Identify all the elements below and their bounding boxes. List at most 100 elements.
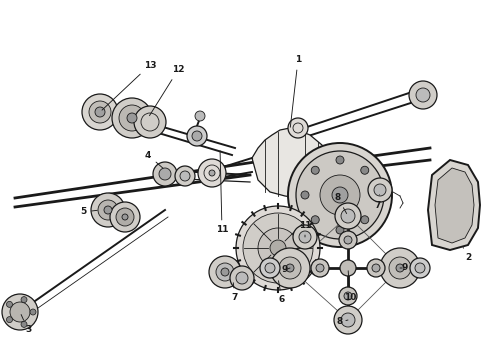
Circle shape [279,257,301,279]
Circle shape [195,111,205,121]
Text: 13: 13 [102,60,156,110]
Circle shape [260,258,280,278]
Circle shape [192,131,202,141]
Circle shape [389,257,411,279]
Text: 4: 4 [145,150,163,168]
Circle shape [396,264,404,272]
Circle shape [368,178,392,202]
Text: 7: 7 [232,283,238,302]
Circle shape [367,259,385,277]
Text: 11: 11 [299,220,311,237]
Circle shape [286,264,294,272]
Circle shape [270,240,286,256]
Circle shape [6,317,12,323]
Circle shape [371,191,379,199]
Circle shape [334,306,362,334]
Circle shape [89,101,111,123]
Circle shape [21,321,27,327]
Circle shape [116,208,134,226]
Circle shape [258,228,298,268]
Circle shape [410,258,430,278]
Circle shape [288,143,392,247]
Circle shape [344,292,352,300]
Circle shape [122,214,128,220]
Circle shape [380,248,420,288]
Circle shape [95,107,105,117]
Text: 1: 1 [290,55,301,127]
Circle shape [216,263,234,281]
Circle shape [180,171,190,181]
Circle shape [332,187,348,203]
Circle shape [316,264,324,272]
Circle shape [311,216,319,224]
Circle shape [336,226,344,234]
Circle shape [82,94,118,130]
Text: 2: 2 [463,248,471,262]
Circle shape [243,213,313,283]
Circle shape [230,266,254,290]
Text: 9: 9 [400,264,408,273]
Polygon shape [252,128,330,198]
Circle shape [265,263,275,273]
Circle shape [301,191,309,199]
Text: 8: 8 [335,194,346,213]
Circle shape [416,88,430,102]
Circle shape [221,268,229,276]
Circle shape [339,287,357,305]
Circle shape [320,175,360,215]
Circle shape [361,216,369,224]
Circle shape [98,200,118,220]
Circle shape [341,209,355,223]
Text: 12: 12 [149,66,184,116]
Circle shape [10,302,30,322]
Circle shape [127,113,137,123]
Circle shape [311,166,319,174]
Circle shape [21,297,27,303]
Circle shape [236,206,320,290]
Circle shape [335,203,361,229]
Text: 3: 3 [21,315,31,334]
Circle shape [361,166,369,174]
Circle shape [119,105,145,131]
Circle shape [187,126,207,146]
Circle shape [209,170,215,176]
Text: 11: 11 [216,151,228,234]
Circle shape [299,231,311,243]
Polygon shape [428,160,480,250]
Circle shape [409,81,437,109]
Circle shape [344,236,352,244]
Circle shape [236,272,248,284]
Circle shape [341,313,355,327]
Circle shape [104,206,112,214]
Circle shape [340,260,356,276]
Circle shape [415,263,425,273]
Circle shape [112,98,152,138]
Text: 7: 7 [375,195,381,210]
Circle shape [159,168,171,180]
Text: 5: 5 [80,207,97,216]
Text: 9: 9 [282,266,290,274]
Circle shape [2,294,38,330]
Circle shape [30,309,36,315]
Circle shape [372,264,380,272]
Circle shape [288,118,308,138]
Circle shape [153,162,177,186]
Circle shape [91,193,125,227]
Circle shape [110,202,140,232]
Text: 8: 8 [337,318,348,327]
Circle shape [296,151,384,239]
Text: 10: 10 [344,271,356,302]
Circle shape [134,106,166,138]
Circle shape [293,225,317,249]
Circle shape [270,248,310,288]
Circle shape [198,159,226,187]
Circle shape [175,166,195,186]
Circle shape [339,231,357,249]
Circle shape [209,256,241,288]
Circle shape [374,184,386,196]
Circle shape [311,259,329,277]
Text: 6: 6 [278,281,285,305]
Circle shape [6,301,12,307]
Polygon shape [435,168,474,243]
Circle shape [336,156,344,164]
